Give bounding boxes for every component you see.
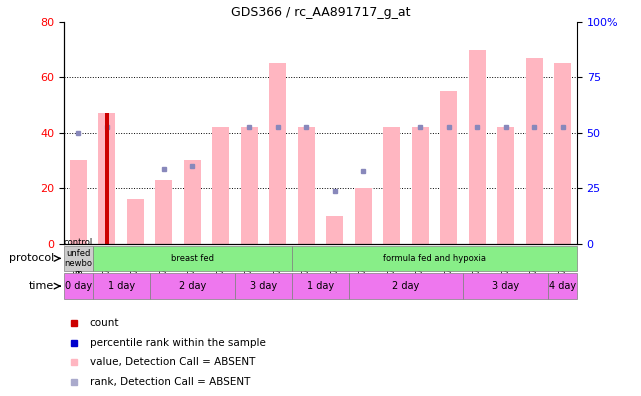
Bar [212, 127, 229, 244]
Text: 2 day: 2 day [392, 281, 420, 291]
Bar [269, 63, 287, 244]
Bar [292, 246, 577, 271]
Bar [469, 50, 486, 244]
Text: formula fed and hypoxia: formula fed and hypoxia [383, 254, 486, 263]
Text: 3 day: 3 day [492, 281, 519, 291]
Text: 1 day: 1 day [307, 281, 334, 291]
Text: 3 day: 3 day [250, 281, 277, 291]
Bar [463, 273, 549, 299]
Bar [241, 127, 258, 244]
Text: 4 day: 4 day [549, 281, 576, 291]
Text: 2 day: 2 day [179, 281, 206, 291]
Bar [292, 273, 349, 299]
Bar [127, 199, 144, 244]
Title: GDS366 / rc_AA891717_g_at: GDS366 / rc_AA891717_g_at [231, 6, 410, 19]
Bar [92, 246, 292, 271]
Bar [554, 63, 571, 244]
Text: value, Detection Call = ABSENT: value, Detection Call = ABSENT [90, 357, 255, 367]
Text: count: count [90, 318, 119, 328]
Bar [349, 273, 463, 299]
Bar [297, 127, 315, 244]
Bar [105, 113, 108, 244]
Bar [549, 273, 577, 299]
Text: 0 day: 0 day [65, 281, 92, 291]
Bar [383, 127, 400, 244]
Text: 1 day: 1 day [108, 281, 135, 291]
Text: rank, Detection Call = ABSENT: rank, Detection Call = ABSENT [90, 377, 250, 387]
Text: control
unfed
newbo
rn: control unfed newbo rn [63, 238, 93, 278]
Bar [64, 273, 92, 299]
Bar [92, 273, 149, 299]
Bar [98, 113, 115, 244]
Bar [235, 273, 292, 299]
Text: time: time [29, 281, 54, 291]
Bar [497, 127, 514, 244]
Bar [412, 127, 429, 244]
Bar [184, 160, 201, 244]
Bar [64, 246, 92, 271]
Bar [354, 188, 372, 244]
Bar [526, 58, 543, 244]
Bar [326, 216, 344, 244]
Bar [440, 91, 457, 244]
Bar [70, 160, 87, 244]
Text: protocol: protocol [8, 253, 54, 263]
Bar [149, 273, 235, 299]
Bar [155, 180, 172, 244]
Text: breast fed: breast fed [171, 254, 214, 263]
Text: percentile rank within the sample: percentile rank within the sample [90, 337, 265, 348]
